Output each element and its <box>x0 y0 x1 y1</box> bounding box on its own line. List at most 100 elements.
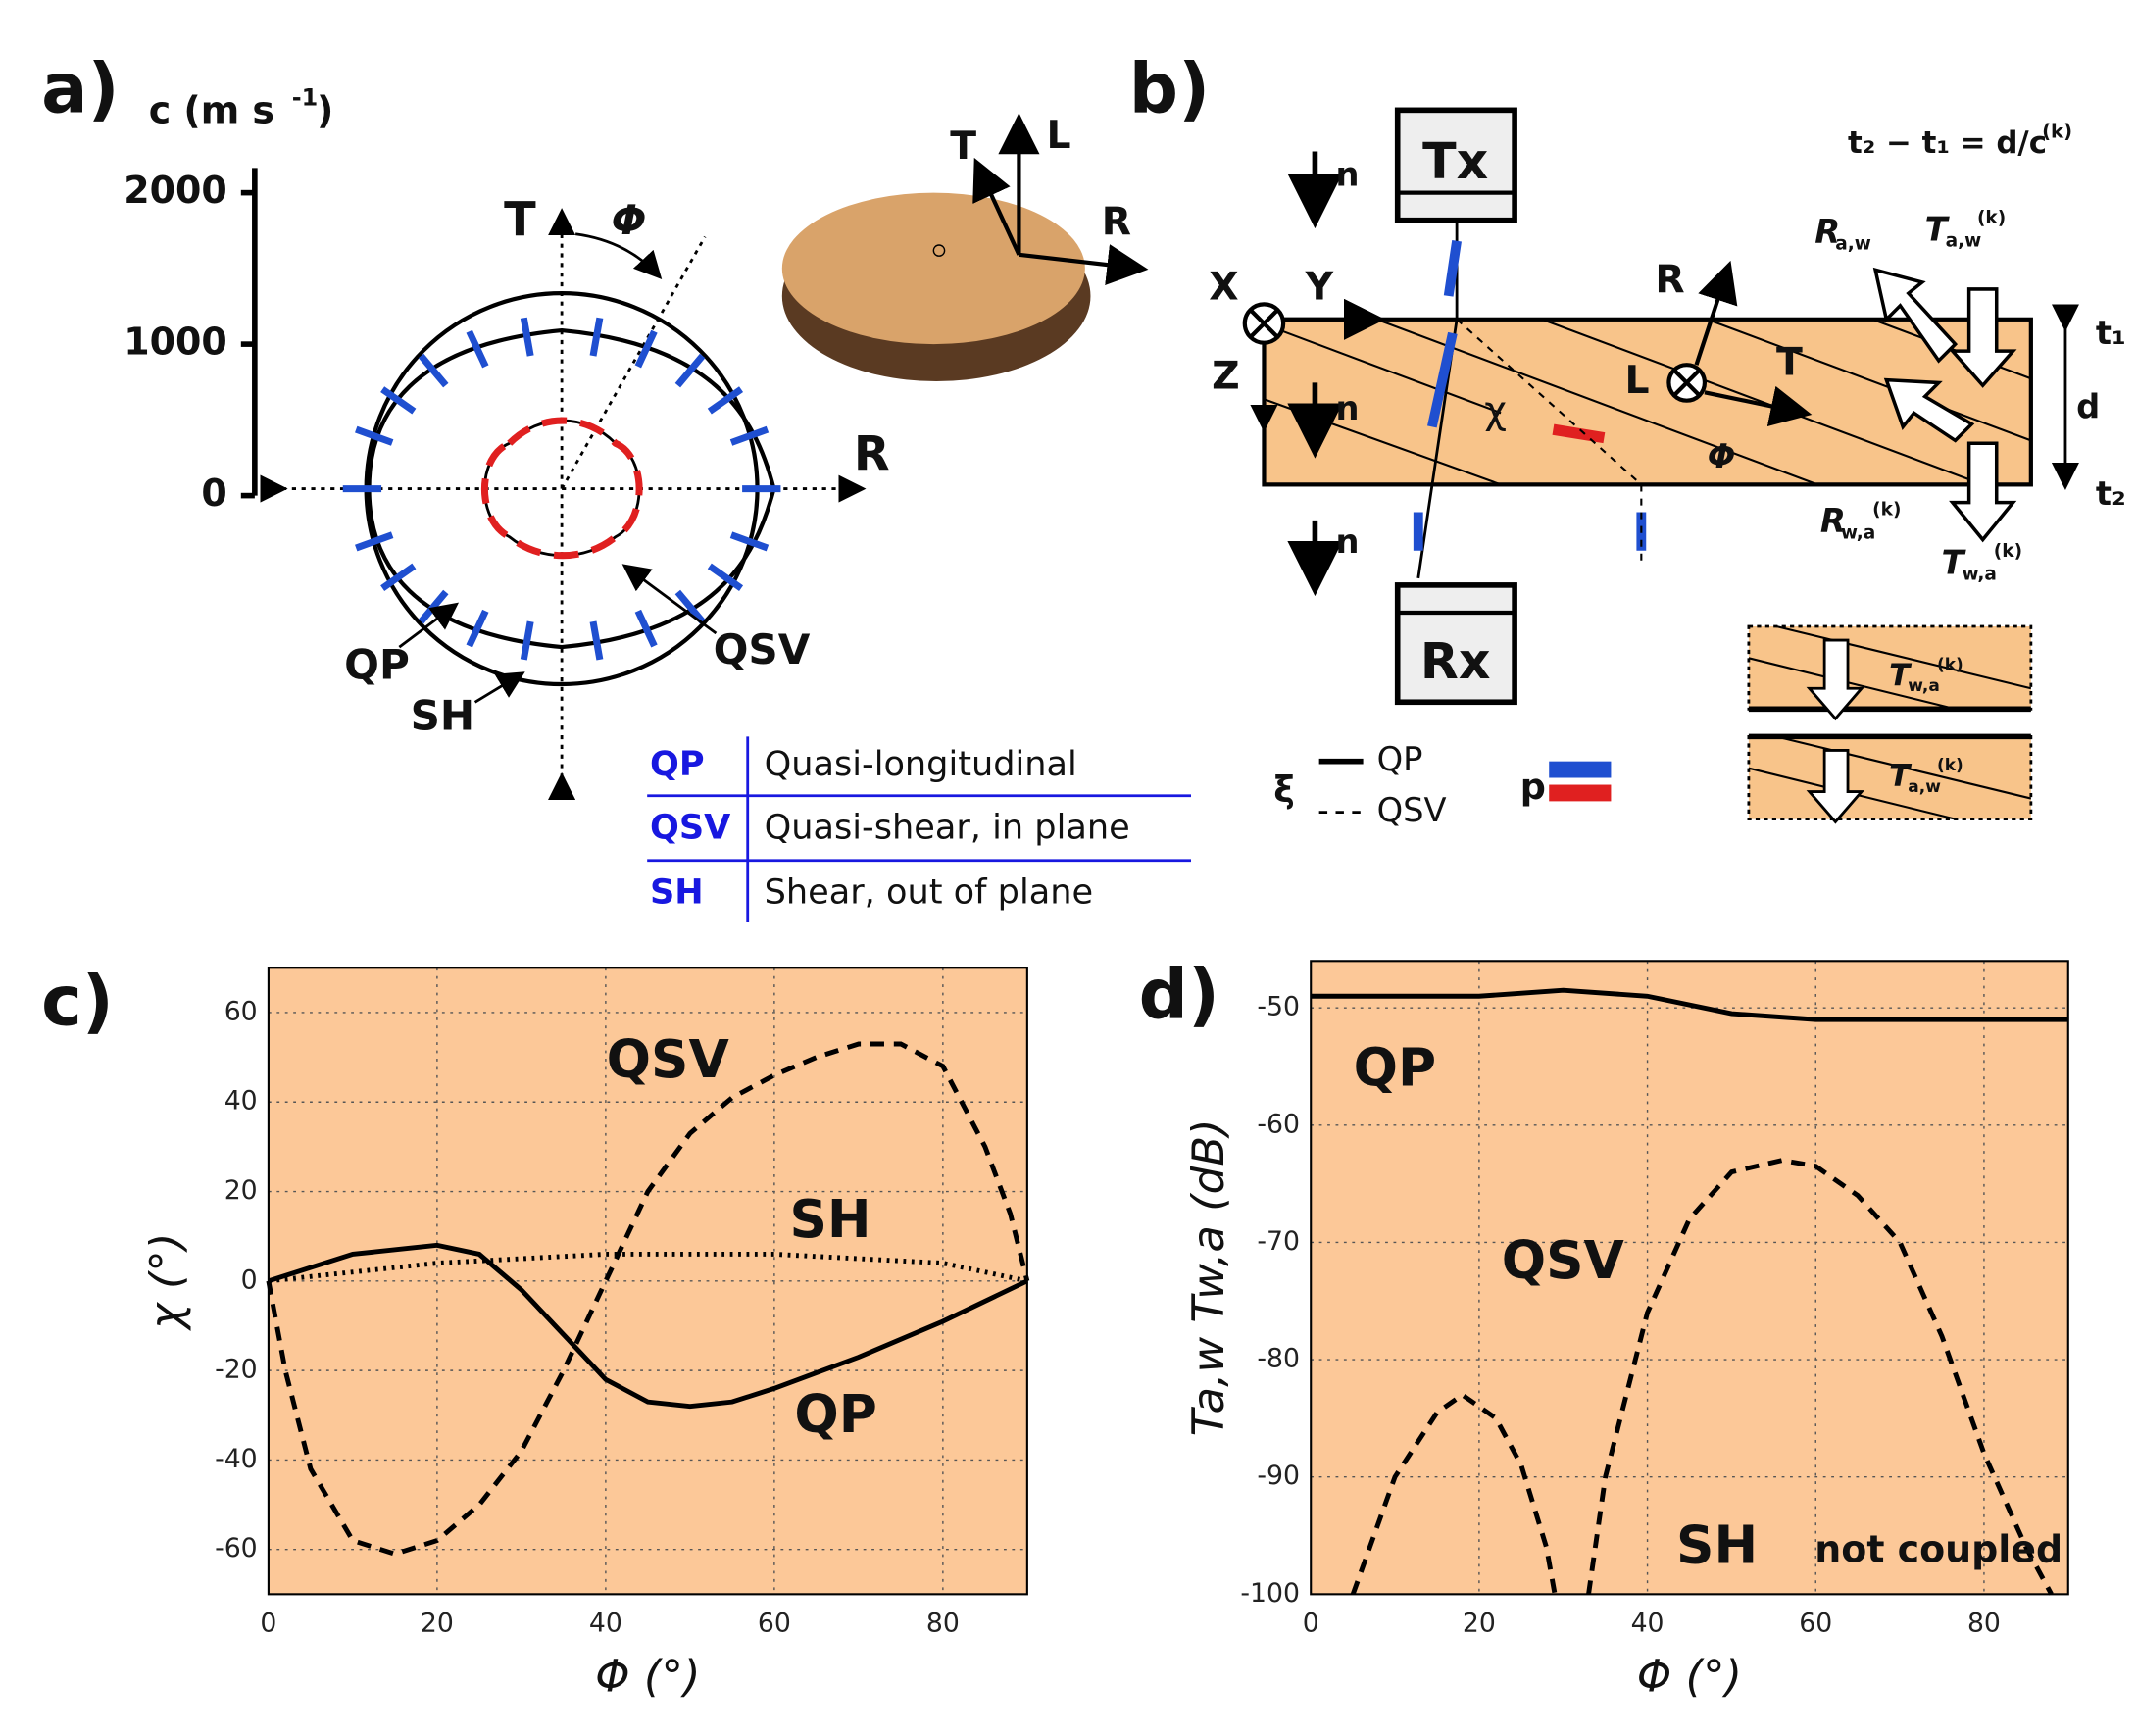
label-main: T <box>1942 543 1967 581</box>
x-axis-symbol <box>1248 308 1279 339</box>
t-axis-arrow <box>1704 385 1813 427</box>
series-line <box>1350 1158 2054 1596</box>
label-sup: (k) <box>1937 756 1963 775</box>
label-main: T <box>1889 759 1913 794</box>
tx-box <box>1394 107 1517 223</box>
equation: t₂ − t₁ = d/c <box>1848 125 2047 161</box>
label-sub: a,w <box>1835 233 1871 254</box>
log-axis-name: L <box>1047 114 1071 158</box>
log-axis-name: R <box>1102 200 1131 244</box>
x-tick-label: 0 <box>1303 1609 1319 1639</box>
polarization-tick <box>589 620 604 661</box>
y-tick-label: 0 <box>241 1265 258 1295</box>
normal-label: n <box>1335 389 1359 427</box>
polarization-tick <box>380 386 417 415</box>
axis-name: R <box>854 427 890 481</box>
d-label: d <box>2076 388 2100 426</box>
normal-label: n <box>1335 522 1359 561</box>
t1-label: t₁ <box>2096 314 2126 352</box>
log-center <box>932 244 946 257</box>
label-sub: w,a <box>1841 522 1875 543</box>
x-tick-label: 60 <box>758 1609 791 1639</box>
polarization-tick <box>729 531 770 552</box>
x-tick-label: 60 <box>1799 1609 1832 1639</box>
x-tick-label: 40 <box>1631 1609 1665 1639</box>
polarization <box>1443 240 1462 297</box>
annotation: QSV <box>607 1028 730 1090</box>
axis-name: X <box>1209 265 1238 309</box>
label-main: T <box>1925 210 1951 248</box>
legend-swatch <box>1549 784 1612 802</box>
table-text: Quasi-shear, in plane <box>765 807 1130 847</box>
t2-label: t₂ <box>2096 474 2126 513</box>
plot-area <box>1311 961 2068 1595</box>
equation-sup: (k) <box>2042 120 2072 142</box>
phi-arc <box>574 232 663 280</box>
pointer <box>473 671 525 704</box>
x-tick-label: 40 <box>589 1609 622 1639</box>
y-tick-label: -40 <box>215 1444 258 1474</box>
polarization-tick <box>707 386 744 415</box>
polarization-tick <box>520 317 534 357</box>
qsv-polarization <box>480 417 643 560</box>
phi-line <box>560 235 707 490</box>
axis-name: T <box>504 194 536 248</box>
y-tick-label: -50 <box>1257 992 1300 1022</box>
x-tick-label: 80 <box>1967 1609 2001 1639</box>
pointer <box>398 602 460 649</box>
plot-frame <box>1310 960 2069 1596</box>
x-axis-label: Φ (°) <box>1637 1650 1742 1702</box>
label-sup: (k) <box>1937 656 1963 675</box>
x-axis-label: Φ (°) <box>595 1650 700 1702</box>
x-tick-label: 20 <box>1463 1609 1496 1639</box>
axis-name: T <box>1776 341 1803 385</box>
label-sup: (k) <box>1994 541 2022 562</box>
y-tick-label: 60 <box>224 996 258 1026</box>
table-key: QP <box>650 744 705 784</box>
y-tick-label: -60 <box>1257 1109 1300 1139</box>
label-sub: w,a <box>1908 676 1940 696</box>
y-tick-label: -90 <box>1257 1461 1300 1491</box>
y-tick-label: -60 <box>215 1533 258 1563</box>
axis-name: L <box>1624 359 1649 403</box>
pointer <box>621 564 718 635</box>
polarization-tick <box>674 353 706 388</box>
wave-arrows <box>1806 638 1865 824</box>
polarization-tick <box>634 329 658 369</box>
panel-label: b) <box>1129 49 1210 129</box>
label-sup: (k) <box>1977 208 2006 228</box>
table-text: Shear, out of plane <box>765 871 1094 912</box>
y-axis-label: χ (°) <box>140 1233 192 1331</box>
x-tick-label: 0 <box>260 1609 276 1639</box>
axis-name: Y <box>1305 265 1334 309</box>
label-main: T <box>1889 658 1913 693</box>
y-tick-label: -70 <box>1257 1226 1300 1257</box>
log-face <box>781 192 1085 345</box>
polarization-tick <box>418 589 449 624</box>
axis-label-sup: -1 <box>292 84 319 112</box>
polarization-ticks <box>342 317 781 661</box>
table-key: QSV <box>650 807 730 847</box>
table-key: SH <box>650 871 704 912</box>
axis-name: Z <box>1212 355 1240 399</box>
tx-label: Tx <box>1422 132 1488 190</box>
legend-text: QP <box>1377 740 1423 778</box>
polarization-tick <box>380 563 417 591</box>
normal-label: n <box>1335 155 1359 193</box>
rx-box <box>1394 582 1517 706</box>
y-tick-label: 20 <box>224 1175 258 1206</box>
legend-swatch <box>1549 761 1612 778</box>
legend-symbol: ξ <box>1273 769 1295 811</box>
tick-label: 2000 <box>124 169 227 212</box>
curve-label: SH <box>411 692 475 740</box>
axis-name: R <box>1655 258 1684 302</box>
annotation: SH <box>1676 1514 1758 1576</box>
angle-label: Φ <box>1708 437 1736 475</box>
panel-a: a) c (m s -1 ) T Φ R T L R QP SH QSV QP … <box>41 49 1192 922</box>
polarization-tick <box>707 563 744 591</box>
axis-label: ) <box>317 89 333 132</box>
x-tick-label: 20 <box>421 1609 454 1639</box>
label-sup: (k) <box>1872 500 1901 521</box>
polarization-tick <box>355 531 394 552</box>
